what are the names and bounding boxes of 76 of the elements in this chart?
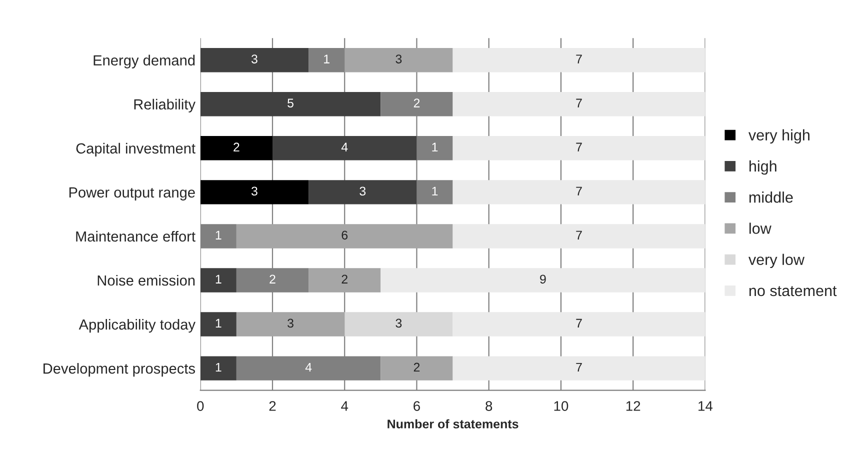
x-tick-label: 14 (698, 401, 713, 411)
x-tick-label: 12 (626, 401, 640, 411)
bar (452, 180, 706, 204)
bar (200, 136, 272, 160)
data-label: 5 (288, 98, 294, 108)
bar (308, 180, 417, 204)
x-tick-label: 2 (269, 401, 276, 411)
bar (344, 48, 453, 72)
bar (452, 224, 706, 248)
data-label: 3 (288, 318, 294, 328)
data-label: 7 (576, 54, 582, 64)
data-label: 3 (396, 54, 402, 64)
data-label: 3 (396, 318, 402, 328)
bar (200, 92, 381, 116)
bar (380, 268, 706, 292)
y-tick-label: Development prospects (44, 363, 195, 377)
bar (452, 48, 706, 72)
bar (200, 48, 309, 72)
bar (344, 312, 453, 336)
data-label: 2 (234, 142, 240, 152)
y-tick-label: Power output range (69, 187, 195, 200)
data-label: 7 (576, 318, 582, 328)
x-tick-label: 8 (486, 401, 492, 411)
y-tick-label: Capital investment (76, 142, 196, 156)
bar (272, 136, 417, 160)
x-tick-label: 0 (197, 401, 204, 411)
data-label: 7 (576, 186, 582, 196)
bar (308, 268, 381, 292)
x-tick-label: 6 (414, 401, 420, 411)
data-label: 4 (305, 362, 312, 372)
bar (200, 312, 236, 336)
data-label: 2 (414, 98, 420, 108)
y-tick-label: Energy demand (94, 54, 195, 68)
legend-label: very low (748, 254, 805, 268)
data-label: 7 (576, 362, 582, 372)
x-tick-label: 4 (341, 401, 348, 411)
data-label: 1 (216, 318, 222, 328)
bar (380, 356, 453, 380)
data-label: 1 (216, 230, 222, 240)
data-label: 1 (216, 274, 222, 284)
data-label: 4 (341, 142, 348, 152)
bar (452, 356, 706, 380)
data-label: 2 (270, 274, 276, 284)
data-label: 1 (432, 186, 438, 196)
legend-label: low (749, 222, 772, 234)
data-label: 2 (342, 274, 348, 284)
data-label: 2 (414, 362, 420, 372)
bar (236, 312, 345, 336)
y-tick-label: Reliability (134, 98, 196, 112)
data-label: 7 (576, 98, 582, 108)
legend-label: high (750, 160, 776, 175)
legend-label: middle (749, 192, 793, 203)
x-axis-title: Number of statements (388, 419, 518, 428)
data-label: 1 (216, 362, 222, 372)
x-tick-label: 10 (554, 401, 568, 411)
data-label: 7 (576, 142, 582, 152)
bar (200, 180, 309, 204)
data-label: 1 (432, 142, 438, 152)
bar (452, 136, 706, 160)
bar (236, 224, 453, 248)
bar (452, 312, 706, 336)
y-tick-label: Applicability today (78, 318, 196, 333)
bar (452, 92, 706, 116)
data-label: 7 (576, 230, 582, 240)
data-label: 1 (324, 54, 330, 64)
bar (200, 356, 236, 380)
legend-label: no statement (749, 286, 837, 296)
data-label: 3 (360, 186, 366, 196)
bar (200, 268, 236, 292)
legend-label: very high (748, 129, 810, 144)
data-label: 6 (342, 230, 348, 240)
data-label: 9 (540, 274, 546, 284)
data-label: 3 (251, 186, 258, 196)
data-label: 3 (251, 54, 258, 64)
y-tick-label: Noise emission (98, 274, 195, 286)
y-tick-label: Maintenance effort (76, 230, 196, 242)
